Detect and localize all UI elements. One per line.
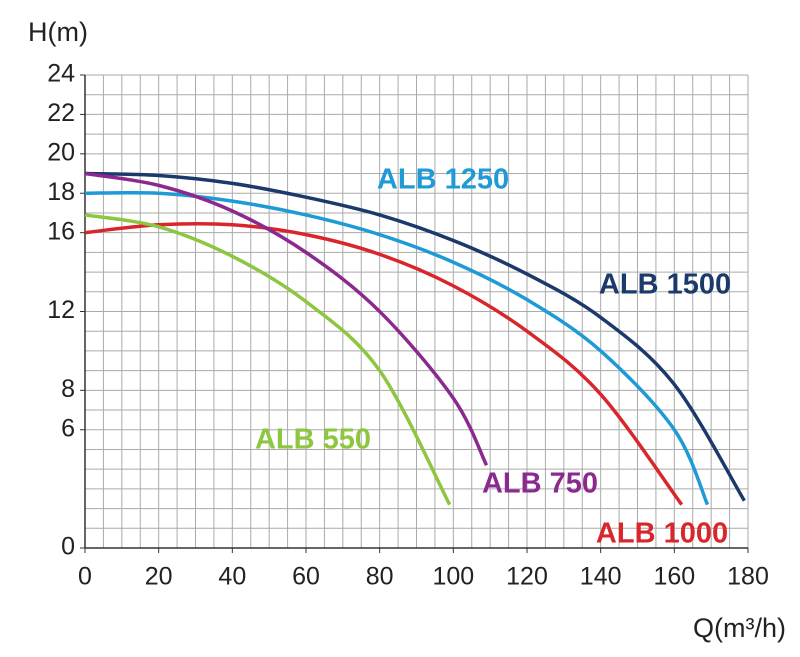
x-tick-label: 180 [727, 563, 769, 591]
series-label: ALB 1000 [596, 518, 728, 550]
x-tick-label: 160 [653, 563, 695, 591]
y-tick-label: 22 [47, 99, 75, 127]
y-tick-label: 0 [61, 533, 75, 561]
series-line [84, 171, 489, 467]
series-line [84, 190, 710, 506]
x-axis-title: Q(m³/h) [693, 613, 786, 643]
x-tick-label: 140 [580, 563, 622, 591]
x-tick-label: 0 [78, 563, 92, 591]
y-tick-label: 20 [47, 138, 75, 166]
x-tick-label: 60 [292, 563, 320, 591]
series-line [84, 213, 452, 506]
y-tick-label: 24 [47, 60, 75, 88]
y-axis-title: H(m) [28, 17, 88, 47]
series-line [84, 221, 684, 506]
x-tick-label: 100 [432, 563, 474, 591]
series-label: ALB 550 [255, 424, 371, 456]
y-tick-label: 12 [47, 296, 75, 324]
y-tick-label: 8 [61, 375, 75, 403]
x-tick-label: 20 [145, 563, 173, 591]
series-label: ALB 1250 [377, 164, 509, 196]
x-tick-label: 80 [366, 563, 394, 591]
series-line [84, 171, 746, 502]
series-label: ALB 750 [482, 468, 598, 500]
y-tick-label: 6 [61, 414, 75, 442]
x-tick-label: 40 [218, 563, 246, 591]
y-tick-label: 18 [47, 178, 75, 206]
series-label: ALB 1500 [599, 269, 731, 301]
x-tick-label: 120 [506, 563, 548, 591]
y-tick-label: 16 [47, 217, 75, 245]
